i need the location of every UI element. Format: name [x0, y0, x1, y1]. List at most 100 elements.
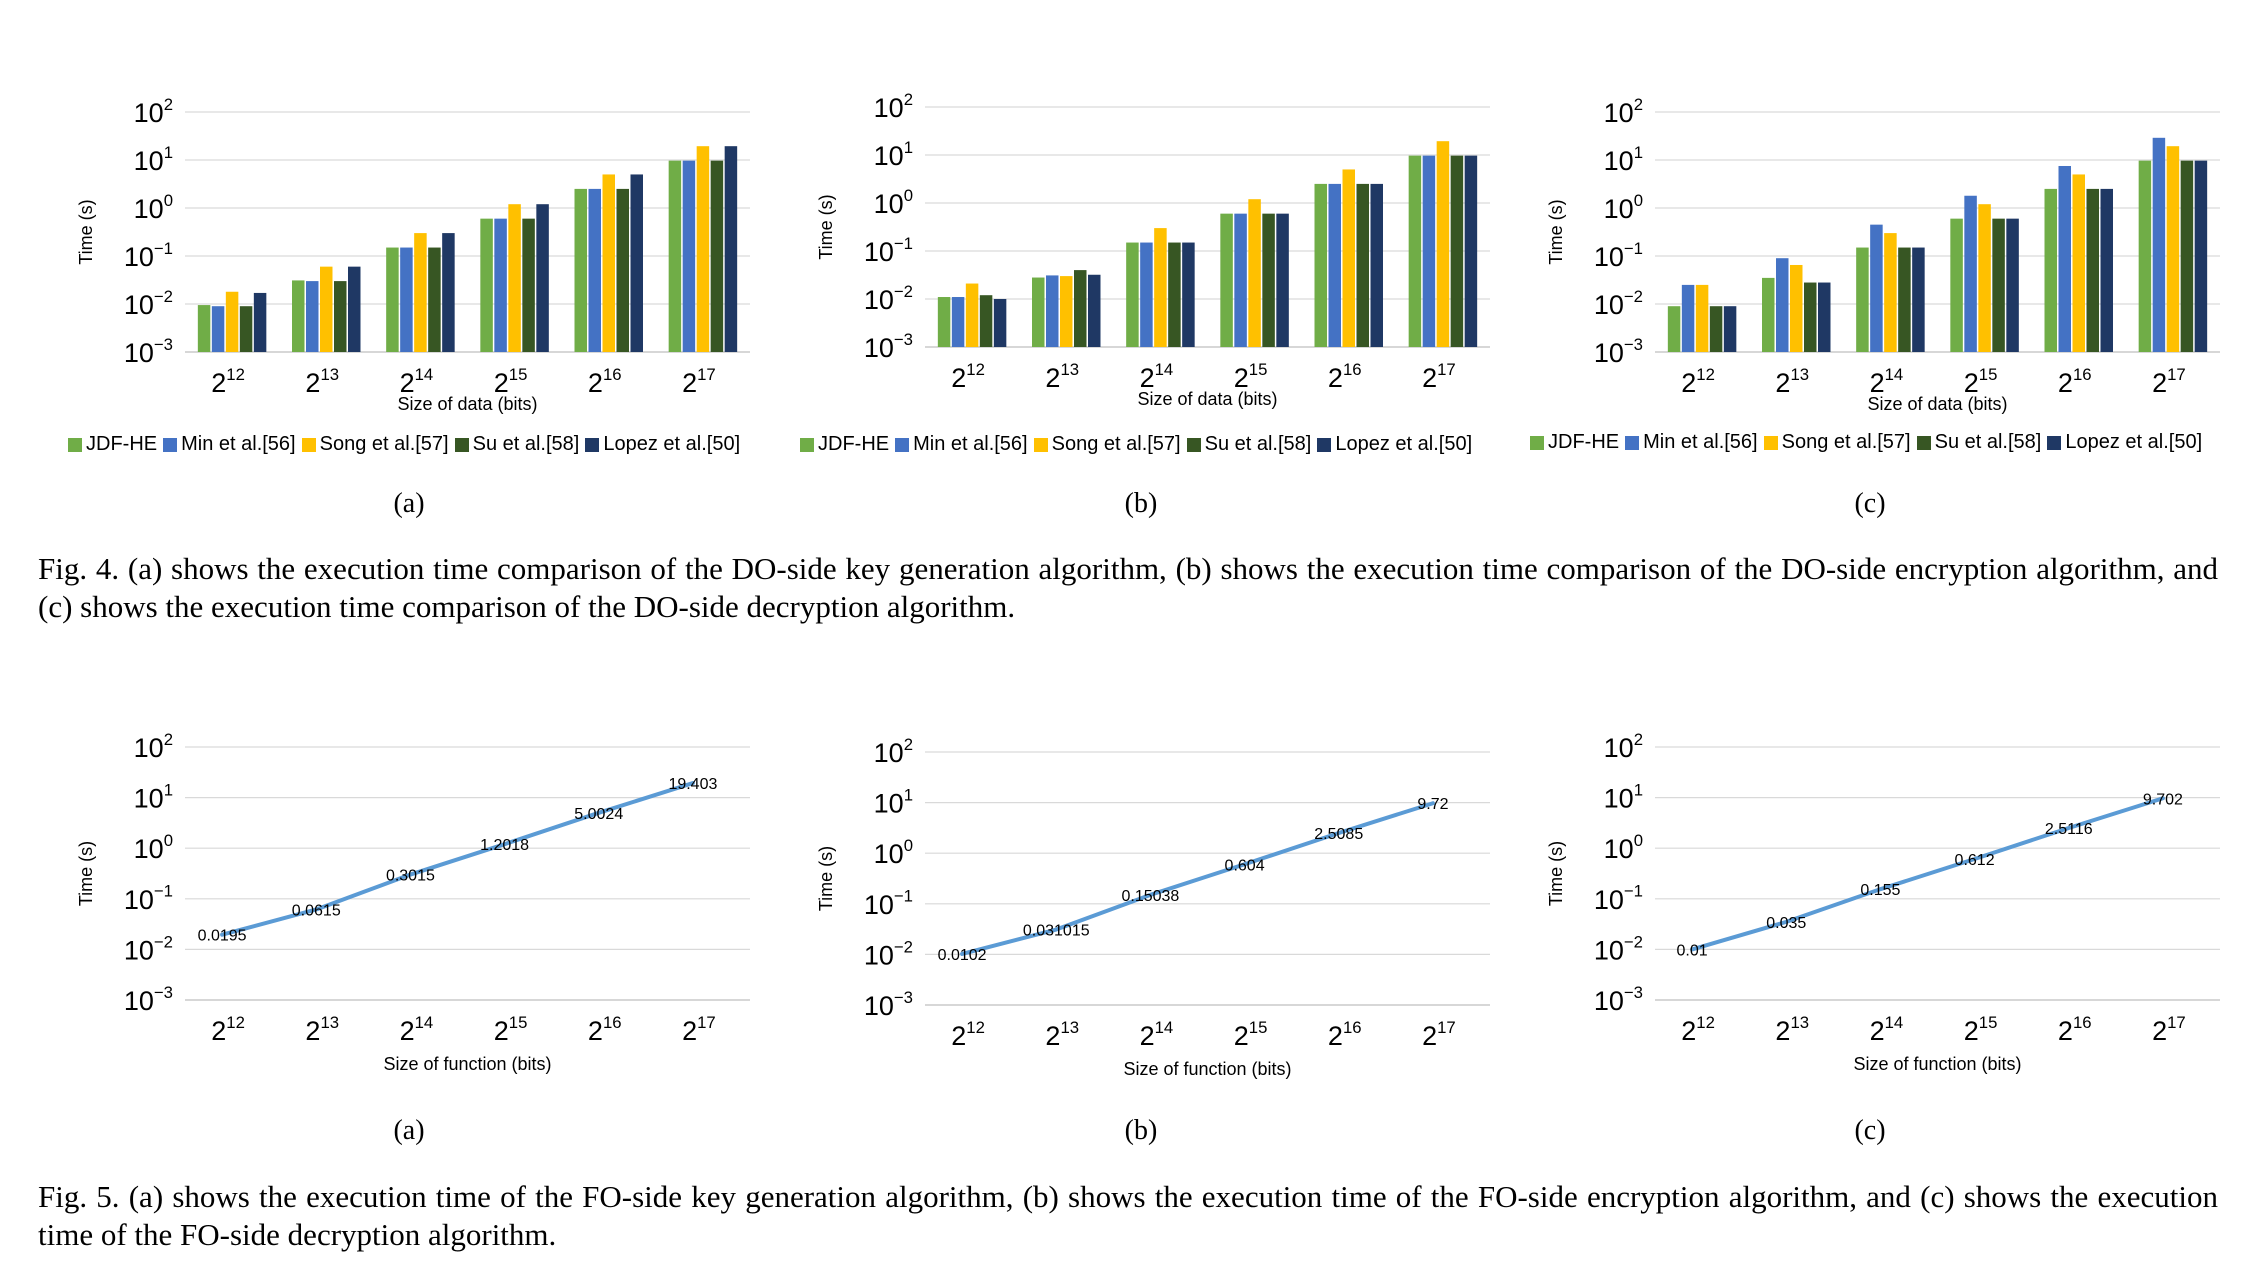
y-tick-label-base: 10 [124, 242, 154, 272]
data-label: 9.702 [2143, 791, 2183, 808]
y-tick-label-base: 10 [864, 890, 894, 920]
y-tick-label-base: 10 [1604, 194, 1634, 224]
bar [1074, 270, 1087, 347]
y-tick-label: 100 [134, 191, 173, 224]
x-tick-label: 215 [494, 1013, 528, 1046]
chart-fig4c: 10−3 10−2 10−1 100 101 102 Time (s) 212 213 214 21… [1470, 90, 2230, 430]
x-tick-label-base: 2 [588, 1016, 603, 1046]
x-tick-label-exp: 14 [1885, 365, 1904, 384]
y-axis-label: Time (s) [1546, 841, 1566, 906]
bar [1870, 224, 1883, 352]
y-tick-label-exp: −1 [1624, 882, 1643, 901]
bar [951, 297, 965, 347]
y-tick-label-base: 10 [864, 991, 894, 1021]
bar [400, 247, 413, 352]
bar [442, 233, 455, 352]
x-tick-label-base: 2 [951, 363, 966, 393]
y-tick-label: 101 [134, 780, 173, 813]
bar [253, 292, 267, 352]
x-tick-label-exp: 15 [509, 1013, 528, 1032]
x-tick-label: 214 [400, 1013, 434, 1046]
y-tick-label-base: 10 [1604, 834, 1634, 864]
y-tick-label: 10−2 [1594, 287, 1643, 320]
y-tick-label: 10−1 [864, 234, 913, 267]
x-tick-label: 217 [682, 365, 716, 398]
x-tick-label: 216 [2058, 1013, 2092, 1046]
x-tick-label-base: 2 [1870, 368, 1885, 398]
data-label: 0.0102 [938, 947, 987, 964]
y-tick-label-base: 10 [1604, 784, 1634, 814]
x-tick-label-base: 2 [494, 1016, 509, 1046]
x-tick-label-base: 2 [1328, 1021, 1343, 1051]
legend-swatch [1186, 437, 1201, 452]
data-label: 0.0615 [292, 902, 341, 919]
sublabel-fig4b: (b) [1124, 488, 1158, 519]
x-tick-label-base: 2 [1045, 363, 1060, 393]
y-tick-label: 102 [874, 90, 913, 123]
y-tick-label-exp: −2 [894, 282, 913, 301]
y-tick-label-base: 10 [874, 839, 904, 869]
x-tick-label-base: 2 [400, 368, 415, 398]
bar [682, 160, 696, 352]
y-tick-label: 10−3 [864, 988, 913, 1021]
x-tick-label: 217 [682, 1013, 716, 1046]
x-tick-label-exp: 16 [603, 365, 622, 384]
y-tick-label-exp: −3 [154, 335, 173, 354]
legend-entry: JDF-HE [1530, 431, 1619, 454]
y-tick-label-base: 10 [1594, 290, 1624, 320]
x-tick-label: 217 [2152, 365, 2186, 398]
y-tick-label-base: 10 [874, 738, 904, 768]
y-tick-label-base: 10 [134, 733, 164, 763]
data-label: 0.155 [1860, 882, 1900, 899]
legend-swatch [68, 437, 82, 452]
x-tick-label-base: 2 [2058, 1016, 2073, 1046]
bar [306, 281, 319, 352]
bar [1408, 155, 1422, 347]
x-tick-label-exp: 17 [1437, 1018, 1456, 1037]
legend-entry: Lopez et al.[50] [585, 433, 740, 456]
y-axis-label: Time (s) [816, 194, 836, 259]
bar [1978, 204, 1991, 352]
x-tick-label-base: 2 [1140, 1021, 1155, 1051]
x-tick-label-exp: 13 [1790, 1013, 1809, 1032]
y-tick-label: 101 [874, 138, 913, 171]
bar [508, 204, 521, 352]
bar [1450, 155, 1464, 347]
x-tick-label-base: 2 [1870, 1016, 1885, 1046]
y-tick-label-base: 10 [864, 285, 894, 315]
bar [1046, 275, 1059, 347]
bar [710, 160, 724, 352]
y-tick-label: 102 [1604, 730, 1643, 763]
bar [225, 291, 239, 352]
x-tick-label-exp: 12 [226, 365, 245, 384]
x-tick-label-exp: 14 [1885, 1013, 1904, 1032]
y-tick-label: 10−1 [1594, 239, 1643, 272]
bar [2166, 146, 2180, 352]
legend-label: Su et al.[58] [1204, 433, 1312, 455]
x-tick-label: 213 [305, 1013, 339, 1046]
bar [1436, 141, 1450, 347]
legend-fig4b: JDF-HE Min et al.[56] Song et al.[57] Su et… [800, 433, 1472, 456]
x-tick-label: 212 [1681, 1013, 1715, 1046]
x-tick-label: 215 [1964, 1013, 1998, 1046]
x-tick-label: 216 [1328, 360, 1362, 393]
sublabel-fig4c: (c) [1854, 488, 1886, 519]
x-tick-label: 215 [494, 365, 528, 398]
legend-entry: JDF-HE [800, 433, 889, 456]
bar [414, 233, 427, 352]
y-tick-label-exp: 0 [1634, 191, 1643, 210]
bar [1126, 242, 1139, 347]
data-label: 0.15038 [1121, 888, 1179, 905]
bar [292, 280, 305, 352]
y-tick-label: 10−2 [864, 937, 913, 970]
bar [993, 299, 1007, 347]
legend-swatch [1625, 435, 1640, 450]
bar [1314, 183, 1327, 347]
x-tick-label-exp: 12 [966, 1018, 985, 1037]
y-tick-label: 100 [1604, 191, 1643, 224]
bar [239, 306, 253, 352]
bar [616, 188, 629, 352]
